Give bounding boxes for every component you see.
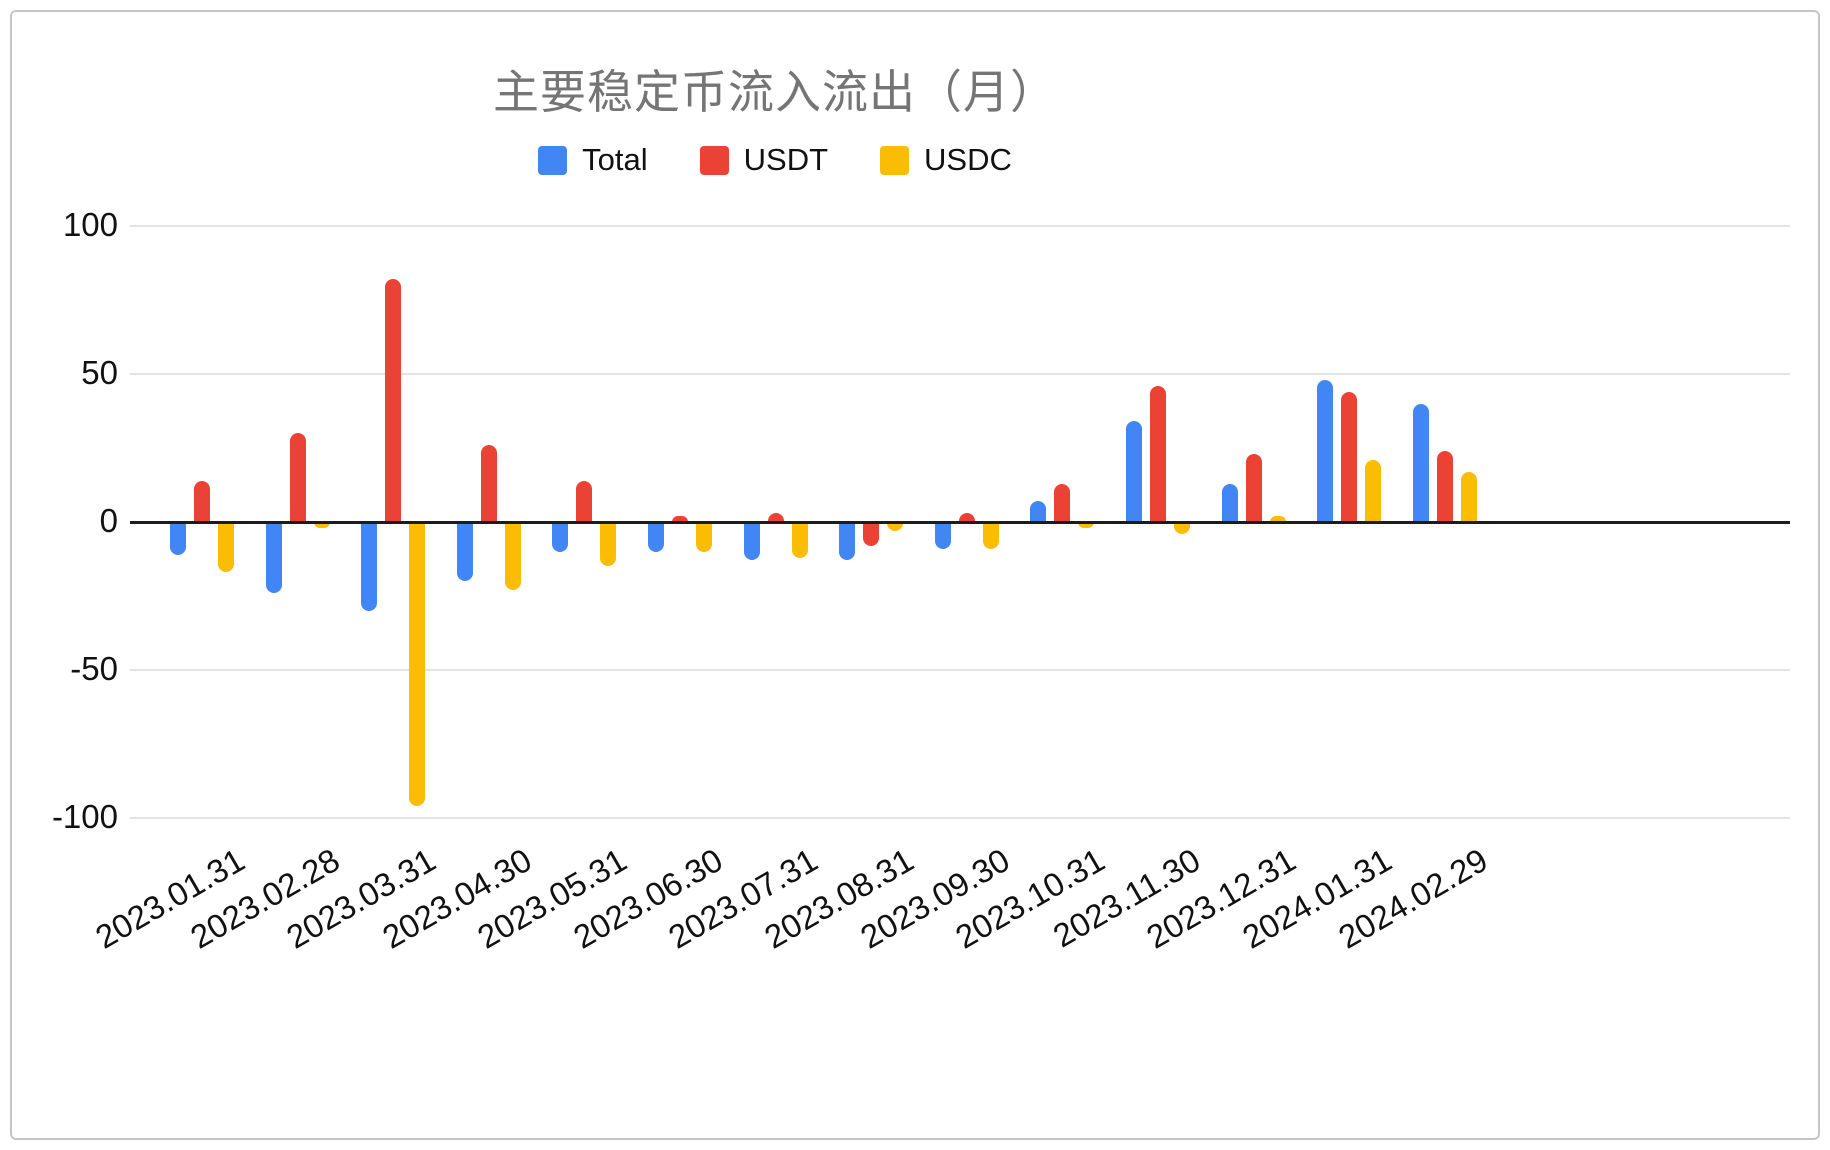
bar-usdc-2023.06.30 — [696, 522, 712, 552]
bar-usdt-2023.11.30 — [1150, 385, 1166, 522]
bar-usdt-2023.12.31 — [1245, 453, 1262, 522]
legend-item-usdc: USDC — [880, 142, 1012, 178]
bar-usdc-2023.05.31 — [600, 522, 617, 567]
bar-usdc-2023.10.31 — [1078, 522, 1095, 528]
y-axis-label: 0 — [99, 502, 118, 539]
legend-swatch-usdt — [699, 145, 729, 175]
bar-usdt-2023.01.31 — [194, 480, 210, 522]
gridline--100 — [130, 817, 1790, 819]
gridline--50 — [130, 669, 1790, 671]
bar-usdt-2024.01.31 — [1341, 391, 1358, 522]
bar-usdt-2023.08.31 — [863, 522, 880, 546]
bar-usdc-2023.01.31 — [218, 522, 234, 573]
zero-axis-line — [130, 521, 1790, 524]
bar-usdc-2023.12.31 — [1269, 516, 1286, 522]
bar-total-2023.05.31 — [552, 522, 569, 552]
bar-usdt-2024.02.29 — [1436, 450, 1453, 522]
bar-usdt-2023.03.31 — [385, 279, 402, 522]
y-axis-label: -100 — [51, 798, 118, 835]
legend-label: Total — [582, 142, 648, 177]
bar-total-2023.02.28 — [265, 522, 282, 594]
bar-usdc-2023.04.30 — [504, 522, 521, 591]
legend: Total USDT USDC — [0, 142, 1550, 178]
bar-total-2023.07.31 — [743, 522, 760, 561]
bar-usdt-2023.06.30 — [672, 516, 688, 522]
bar-total-2024.01.31 — [1317, 379, 1334, 522]
bar-usdc-2023.11.30 — [1174, 522, 1190, 534]
bar-usdt-2023.10.31 — [1054, 483, 1071, 522]
chart-title: 主要稳定币流入流出（月） — [493, 66, 1057, 118]
bar-total-2023.11.30 — [1126, 421, 1142, 522]
bar-total-2023.06.30 — [648, 522, 664, 552]
bar-usdt-2023.07.31 — [767, 513, 784, 522]
bar-usdc-2023.07.31 — [791, 522, 808, 558]
legend-item-total: Total — [538, 142, 648, 178]
bar-usdc-2024.01.31 — [1365, 459, 1382, 522]
bar-usdt-2023.05.31 — [576, 480, 593, 522]
bar-usdt-2023.04.30 — [480, 445, 497, 522]
bar-usdc-2024.02.29 — [1460, 471, 1477, 522]
bar-total-2023.12.31 — [1221, 483, 1238, 522]
bar-total-2023.01.31 — [170, 522, 186, 555]
bar-usdc-2023.08.31 — [887, 522, 904, 531]
bar-total-2023.09.30 — [934, 522, 951, 549]
legend-swatch-usdc — [880, 145, 910, 175]
gridline-100 — [130, 225, 1790, 227]
bar-total-2023.04.30 — [456, 522, 473, 582]
bar-usdc-2023.09.30 — [982, 522, 999, 549]
bar-total-2024.02.29 — [1412, 403, 1429, 522]
y-axis-label: -50 — [70, 650, 118, 687]
legend-item-usdt: USDT — [699, 142, 829, 178]
bar-usdt-2023.09.30 — [958, 513, 975, 522]
gridline-50 — [130, 373, 1790, 375]
bar-total-2023.03.31 — [361, 522, 378, 611]
bar-usdt-2023.02.28 — [289, 433, 306, 522]
bar-usdc-2023.02.28 — [313, 522, 330, 528]
bar-total-2023.08.31 — [839, 522, 856, 561]
legend-label: USDT — [743, 142, 829, 177]
y-axis-label: 100 — [62, 206, 118, 243]
y-axis-label: 50 — [81, 354, 118, 391]
bar-usdc-2023.03.31 — [409, 522, 426, 807]
legend-swatch-total — [538, 145, 568, 175]
bar-total-2023.10.31 — [1030, 501, 1047, 522]
legend-label: USDC — [924, 142, 1012, 177]
chart-frame — [10, 10, 1820, 1140]
